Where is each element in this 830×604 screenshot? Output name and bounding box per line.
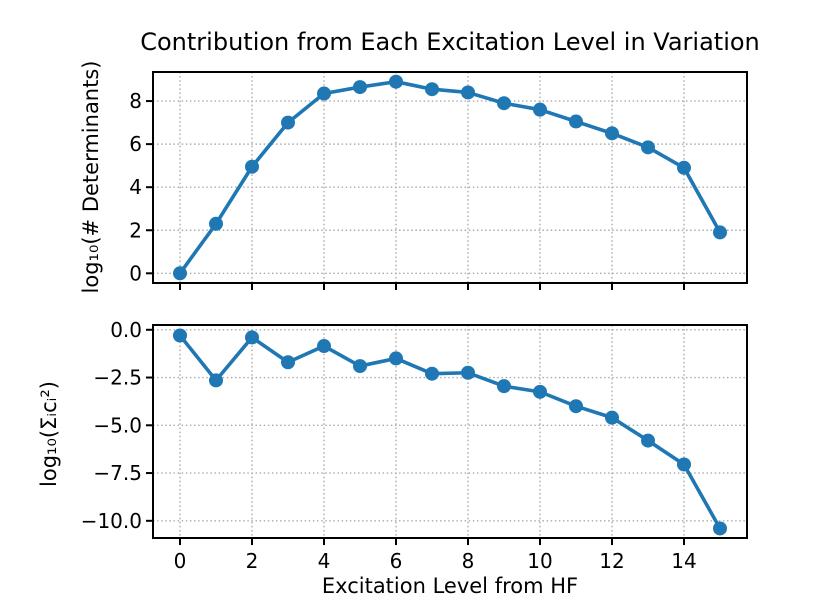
y-tick-label: 0.0 <box>110 318 142 342</box>
coefficient-weight-per-excitation-level: 0 2 4 6 8 10 12 14 0.0 −2.5 −5.0 −7.5 −10.0 <box>81 318 748 573</box>
x-tick-label: 8 <box>462 549 475 573</box>
y-tick-label: −7.5 <box>93 461 142 485</box>
data-point <box>461 365 475 380</box>
x-tick-label: 0 <box>174 549 187 573</box>
data-line <box>178 334 722 530</box>
data-point <box>641 140 655 155</box>
y-tick-label: 2 <box>129 218 142 242</box>
data-point <box>173 266 187 281</box>
data-point <box>677 160 691 175</box>
y-tick-label: 6 <box>129 132 142 156</box>
data-point <box>245 159 259 174</box>
x-axis-label: Excitation Level from HF <box>321 574 579 598</box>
data-point <box>605 410 619 425</box>
data-point <box>209 216 223 231</box>
x-tick-label: 12 <box>599 549 624 573</box>
determinants-per-excitation-level: 0 2 4 6 8 <box>129 71 748 290</box>
x-tick-label: 2 <box>246 549 259 573</box>
data-point <box>605 126 619 141</box>
data-point <box>425 82 439 97</box>
data-point <box>497 96 511 111</box>
chart-title: Contribution from Each Excitation Level … <box>140 28 760 56</box>
y-tick-label: 8 <box>129 89 142 113</box>
data-point <box>425 366 439 381</box>
x-tick-label: 4 <box>318 549 331 573</box>
y-tick-label: −10.0 <box>81 509 142 533</box>
data-point <box>677 457 691 472</box>
data-point <box>389 351 403 366</box>
data-point <box>569 399 583 414</box>
data-point <box>173 328 187 343</box>
data-line <box>178 79 722 275</box>
data-point <box>281 355 295 370</box>
data-point <box>713 521 727 536</box>
x-tick-label: 14 <box>671 549 696 573</box>
data-point <box>317 339 331 354</box>
data-point <box>317 86 331 101</box>
bottom-y-axis-label: log₁₀(Σᵢcᵢ²) <box>37 381 61 487</box>
data-point <box>209 373 223 388</box>
data-point <box>245 330 259 345</box>
data-point <box>533 102 547 117</box>
data-point <box>353 80 367 95</box>
data-point <box>497 379 511 394</box>
data-point <box>353 359 367 374</box>
data-point <box>641 433 655 448</box>
y-tick-label: −5.0 <box>93 413 142 437</box>
data-point <box>713 225 727 240</box>
y-tick-label: 0 <box>129 261 142 285</box>
data-point <box>281 115 295 130</box>
data-point <box>461 85 475 100</box>
y-tick-label: −2.5 <box>93 366 142 390</box>
axes-frame <box>152 71 748 284</box>
data-point <box>533 384 547 399</box>
y-tick-label: 4 <box>129 175 142 199</box>
top-y-axis-label: log₁₀(# Determinants) <box>79 60 103 294</box>
data-point <box>389 74 403 89</box>
x-tick-label: 6 <box>390 549 403 573</box>
axes-frame <box>152 324 748 539</box>
x-tick-label: 10 <box>527 549 552 573</box>
data-point <box>569 114 583 129</box>
